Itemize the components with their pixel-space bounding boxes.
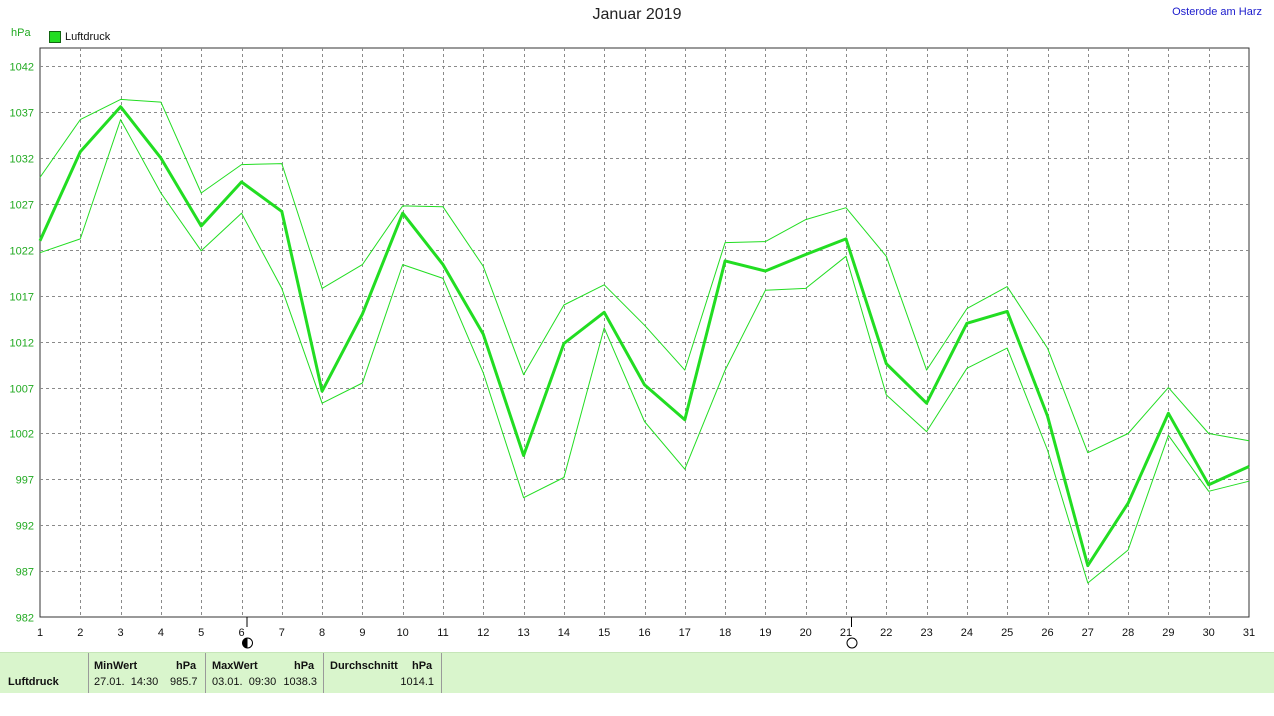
x-tick-label: 24 (961, 627, 973, 639)
y-tick-label: 1012 (10, 338, 34, 350)
x-tick-label: 10 (397, 627, 409, 639)
y-tick-label: 1037 (10, 108, 34, 120)
x-tick-label: 30 (1203, 627, 1215, 639)
footer-separator (323, 653, 324, 693)
y-tick-label: 982 (16, 613, 34, 625)
y-tick-label: 987 (16, 567, 34, 579)
max-header-unit: hPa (294, 660, 315, 672)
x-tick-label: 13 (517, 627, 529, 639)
x-tick-label: 15 (598, 627, 610, 639)
x-tick-label: 2 (77, 627, 83, 639)
x-tick-label: 29 (1162, 627, 1174, 639)
series-line-minimum (39, 119, 1250, 584)
avg-value: 1014.1 (400, 676, 434, 688)
y-tick-label: 1017 (10, 292, 34, 304)
x-tick-label: 26 (1041, 627, 1053, 639)
full-moon-icon (846, 637, 858, 649)
min-header-unit: hPa (176, 660, 197, 672)
x-tick-label: 4 (158, 627, 164, 639)
min-header-label: MinWert (94, 660, 138, 672)
avg-header-unit: hPa (412, 660, 433, 672)
avg-header-label: Durchschnitt (330, 660, 398, 672)
x-tick-label: 8 (319, 627, 325, 639)
x-tick-label: 28 (1122, 627, 1134, 639)
pressure-chart: 9829879929971002100710121017102210271032… (10, 47, 1255, 649)
x-tick-label: 9 (359, 627, 365, 639)
footer-separator (88, 653, 89, 693)
y-tick-label: 1007 (10, 384, 34, 396)
y-tick-label: 1042 (10, 62, 34, 74)
x-tick-label: 6 (238, 627, 244, 639)
legend-label: Luftdruck (65, 31, 111, 43)
y-tick-label: 1032 (10, 154, 34, 166)
x-tick-label: 14 (558, 627, 570, 639)
x-tick-label: 23 (920, 627, 932, 639)
footer-row-label: Luftdruck (8, 676, 59, 688)
x-tick-label: 3 (118, 627, 124, 639)
x-tick-label: 5 (198, 627, 204, 639)
legend: Luftdruck (49, 31, 110, 43)
y-tick-label: 1022 (10, 246, 34, 258)
x-tick-label: 27 (1082, 627, 1094, 639)
y-tick-label: 997 (16, 475, 34, 487)
x-tick-label: 21 (840, 627, 852, 639)
y-axis-unit: hPa (11, 27, 31, 39)
location-label: Osterode am Harz (1172, 6, 1262, 18)
chart-title: Januar 2019 (592, 6, 682, 23)
min-value: 985.7 (170, 676, 198, 688)
max-header-label: MaxWert (212, 660, 258, 672)
footer-separator (205, 653, 206, 693)
x-tick-label: 11 (437, 627, 448, 639)
x-tick-label: 12 (477, 627, 489, 639)
x-tick-label: 18 (719, 627, 731, 639)
statistics-footer: Luftdruck MinWert hPa 27.01. 14:30 985.7… (0, 652, 1274, 693)
y-tick-label: 992 (16, 521, 34, 533)
x-tick-label: 19 (759, 627, 771, 639)
x-tick-label: 1 (37, 627, 43, 639)
y-tick-label: 1002 (10, 429, 34, 441)
plot-area (39, 47, 1250, 618)
x-tick-label: 17 (679, 627, 691, 639)
max-value: 1038.3 (283, 676, 317, 688)
y-tick-label: 1027 (10, 200, 34, 212)
x-tick-label: 7 (279, 627, 285, 639)
min-datetime: 27.01. 14:30 (94, 676, 159, 688)
moon-shadow-icon (242, 638, 248, 648)
series-line-luftdruck (38, 105, 1250, 568)
series-line-maximum (39, 98, 1250, 454)
x-tick-label: 25 (1001, 627, 1013, 639)
legend-swatch (49, 31, 61, 43)
x-tick-label: 31 (1243, 627, 1255, 639)
x-tick-label: 22 (880, 627, 892, 639)
footer-separator (441, 653, 442, 693)
x-tick-label: 20 (800, 627, 812, 639)
max-datetime: 03.01. 09:30 (212, 676, 277, 688)
x-tick-label: 16 (638, 627, 650, 639)
